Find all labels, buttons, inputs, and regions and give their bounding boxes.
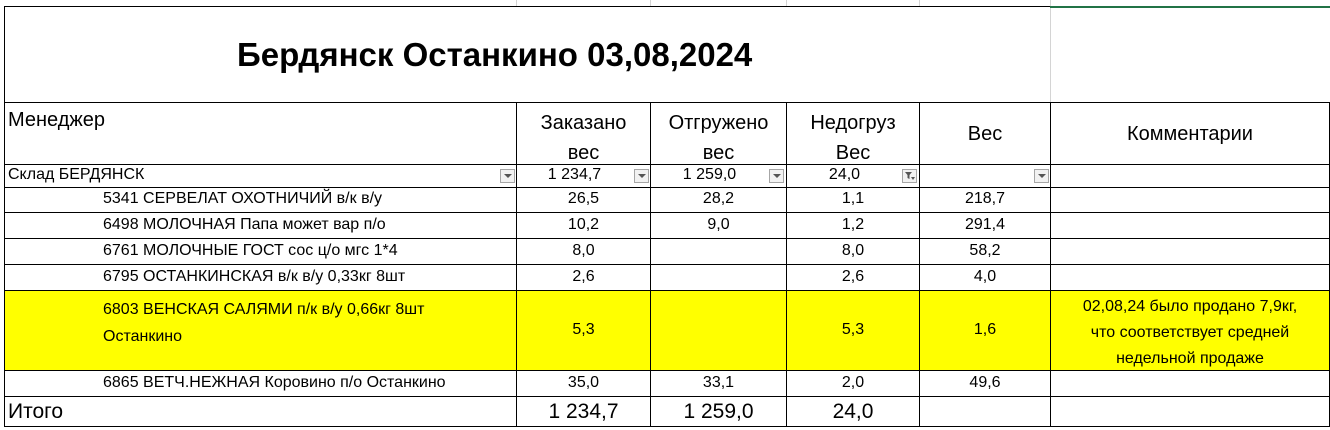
header-manager: Менеджер bbox=[8, 109, 106, 131]
filter-dropdown-icon bbox=[638, 174, 646, 178]
row-shortfall: 1,1 bbox=[841, 190, 865, 207]
row-name: 6803 ВЕНСКАЯ САЛЯМИ п/к в/у 0,66кг 8шт Ос… bbox=[103, 301, 425, 345]
row-ordered: 2,6 bbox=[572, 268, 595, 285]
filter-manager-button[interactable] bbox=[500, 169, 515, 183]
row-weight: 291,4 bbox=[964, 216, 1006, 233]
row-name: 5341 СЕРВЕЛАТ ОХОТНИЧИЙ в/к в/у bbox=[103, 190, 383, 207]
total-label: Итого bbox=[8, 400, 64, 423]
row-shipped: 9,0 bbox=[707, 216, 730, 233]
filter-dropdown-icon bbox=[773, 174, 781, 178]
filter-shortfall-button[interactable] bbox=[902, 169, 917, 183]
total-shipped: 1 259,0 bbox=[683, 400, 754, 423]
group-name: Склад БЕРДЯНСК bbox=[8, 166, 145, 183]
row-weight: 58,2 bbox=[969, 242, 1001, 259]
row-shortfall: 5,3 bbox=[841, 321, 865, 338]
row-shortfall: 1,2 bbox=[841, 216, 865, 233]
group-shortfall: 24,0 bbox=[828, 166, 861, 183]
header-weight: Вес bbox=[967, 123, 1003, 145]
header-ordered: Заказано вес bbox=[540, 112, 627, 164]
filter-dropdown-icon bbox=[1038, 174, 1046, 178]
filter-dropdown-icon bbox=[504, 174, 512, 178]
row-comment: 02,08,24 было продано 7,9кг, что соответс… bbox=[1082, 298, 1298, 367]
filter-shipped-button[interactable] bbox=[769, 169, 784, 183]
row-weight: 49,6 bbox=[969, 374, 1001, 391]
row-shipped: 33,1 bbox=[702, 374, 735, 391]
row-ordered: 8,0 bbox=[572, 242, 595, 259]
total-ordered: 1 234,7 bbox=[548, 400, 619, 423]
row-weight: 218,7 bbox=[964, 190, 1006, 207]
total-shortfall: 24,0 bbox=[832, 400, 874, 423]
page-title: Бердянск Останкино 03,08,2024 bbox=[237, 36, 753, 73]
header-shortfall: Недогруз Вес bbox=[810, 112, 896, 164]
group-ordered: 1 234,7 bbox=[547, 166, 602, 183]
row-name: 6761 МОЛОЧНЫЕ ГОСТ сос ц/о мгс 1*4 bbox=[103, 242, 398, 259]
row-name: 6795 ОСТАНКИНСКАЯ в/к в/у 0,33кг 8шт bbox=[103, 268, 406, 285]
filter-active-icon bbox=[905, 172, 915, 180]
row-shipped: 28,2 bbox=[702, 190, 735, 207]
filter-ordered-button[interactable] bbox=[634, 169, 649, 183]
row-weight: 4,0 bbox=[973, 268, 997, 285]
row-name: 6865 ВЕТЧ.НЕЖНАЯ Коровино п/о Останкино bbox=[103, 374, 446, 391]
header-shipped: Отгружено вес bbox=[668, 112, 769, 164]
header-comments: Комментарии bbox=[1127, 123, 1253, 145]
filter-weight-button[interactable] bbox=[1034, 169, 1049, 183]
row-ordered: 5,3 bbox=[572, 321, 595, 338]
selected-cell-border bbox=[1050, 6, 1330, 8]
group-shipped: 1 259,0 bbox=[682, 166, 737, 183]
row-shortfall: 2,0 bbox=[841, 374, 865, 391]
row-ordered: 10,2 bbox=[567, 216, 600, 233]
row-ordered: 35,0 bbox=[567, 374, 600, 391]
row-shortfall: 8,0 bbox=[841, 242, 865, 259]
row-ordered: 26,5 bbox=[567, 190, 600, 207]
row-weight: 1,6 bbox=[973, 321, 997, 338]
row-name: 6498 МОЛОЧНАЯ Папа может вар п/о bbox=[103, 216, 386, 233]
row-shortfall: 2,6 bbox=[841, 268, 865, 285]
highlighted-row bbox=[4, 290, 1330, 370]
